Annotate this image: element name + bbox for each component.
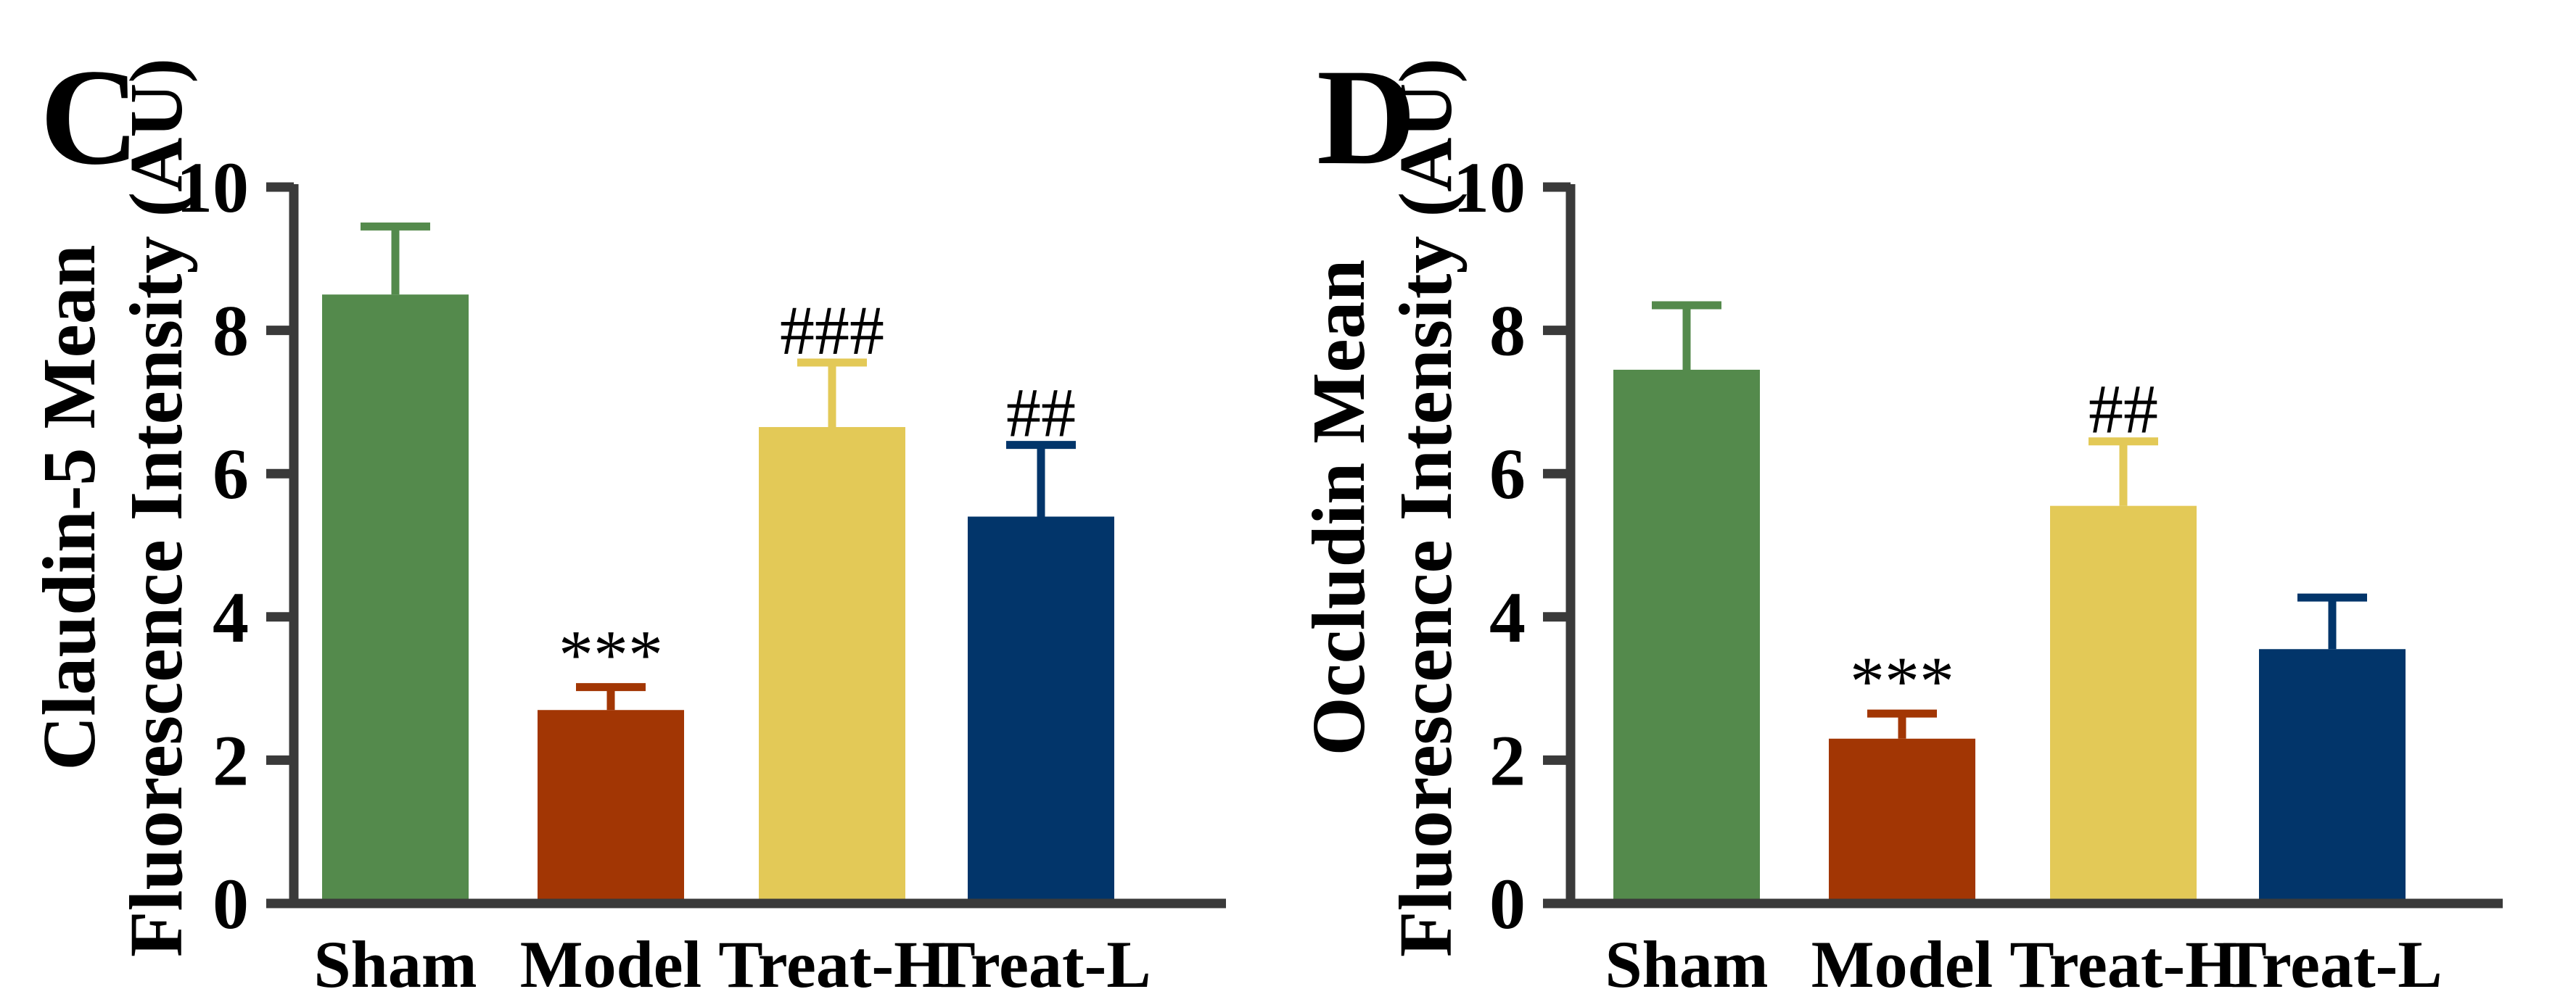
significance-mark: ***	[559, 616, 663, 694]
y-tick-label: 8	[213, 291, 249, 371]
y-axis-label-line2: Fluorescence Intensity (AU)	[115, 58, 198, 957]
panel-d: D Occludin Mean Fluorescence Intensity (…	[1297, 41, 2503, 989]
significance-mark: ##	[1006, 374, 1076, 452]
bar	[2050, 505, 2197, 903]
plot-area: Sham *** Model ### Treat-H ## Treat-L 0 2 4 6 8 10	[176, 147, 1226, 989]
y-tick-label: 6	[213, 434, 249, 514]
y-tick-label: 2	[1489, 720, 1526, 800]
bar	[2259, 649, 2406, 903]
bar	[759, 426, 905, 903]
x-tick-label: Treat-H	[2009, 927, 2236, 989]
x-tick-label: Treat-H	[718, 927, 945, 989]
y-tick-label: 4	[1489, 577, 1526, 658]
x-tick-label: Treat-L	[2222, 927, 2442, 989]
y-tick-label: 8	[1489, 291, 1526, 371]
panel-letter: D	[1317, 41, 1416, 194]
significance-mark: ***	[1850, 642, 1954, 720]
panel-c: C Claudin-5 Mean Fluorescence Intensity …	[28, 41, 1226, 989]
x-tick-label: Model	[1811, 927, 1993, 989]
y-axis-label-line1: Occludin Mean	[1297, 260, 1380, 756]
bar	[538, 710, 684, 903]
x-tick-label: Sham	[314, 927, 477, 989]
x-tick-label: Model	[520, 927, 701, 989]
y-tick-label: 0	[1489, 864, 1526, 944]
significance-mark: ###	[780, 291, 884, 369]
x-tick-label: Sham	[1605, 927, 1769, 989]
bar	[968, 516, 1114, 903]
y-tick-label: 2	[213, 720, 249, 800]
bar	[322, 294, 469, 903]
significance-mark: ##	[2089, 371, 2158, 448]
y-axis-label-line2: Fluorescence Intensity (AU)	[1384, 58, 1468, 957]
y-tick-label: 0	[213, 864, 249, 944]
y-tick-label: 10	[176, 147, 249, 228]
bar	[1613, 369, 1760, 903]
y-axis-label-line1: Claudin-5 Mean	[28, 244, 111, 770]
y-tick-label: 10	[1453, 147, 1526, 228]
y-tick-label: 6	[1489, 434, 1526, 514]
panel-letter: C	[40, 41, 139, 194]
y-tick-label: 4	[213, 577, 249, 658]
bar	[1829, 738, 1975, 903]
x-tick-label: Treat-L	[931, 927, 1151, 989]
